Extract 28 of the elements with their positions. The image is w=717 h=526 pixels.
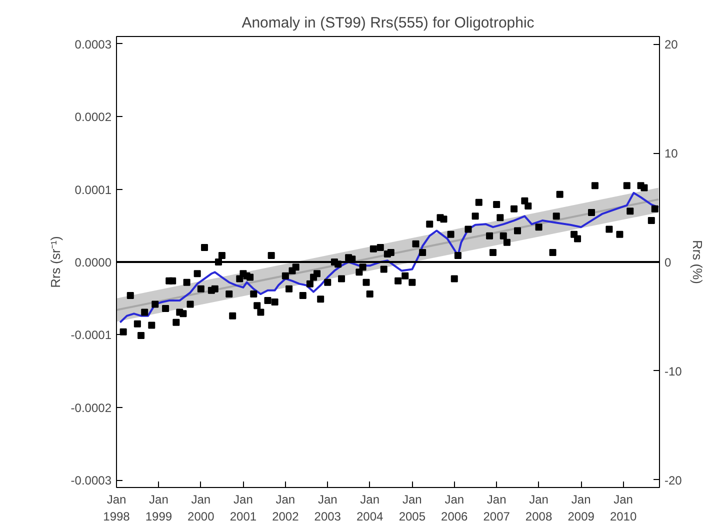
x-tick-label: Jan 2006 [441,492,468,524]
y-axis-title: Rrs (sr⁻¹) [48,236,63,288]
x-tick-label: Jan 2000 [188,492,215,524]
y-tick-label: 0.0003 [74,37,112,52]
y-tick-label: -0.0002 [70,400,112,415]
y2-tick-label: 0 [664,256,672,270]
y2-tick-label: -20 [664,473,682,488]
x-tick-label: Jan 2001 [230,492,257,524]
y-tick-label: 0.0002 [74,110,112,124]
chart-title: Anomaly in (ST99) Rrs(555) for Oligotrophic [242,14,535,32]
y-tick-label: 0.0000 [74,256,112,270]
y2-tick-label: 10 [664,146,678,161]
x-tick-label: Jan 2004 [356,492,384,524]
x-tick-label: Jan 2010 [610,492,637,524]
y-tick-label: -0.0003 [70,474,112,488]
y2-tick-label: -10 [664,364,682,378]
x-tick-label: Jan 1998 [103,492,130,524]
x-tick-label: Jan 2009 [568,492,595,524]
x-tick-label: Jan 1999 [145,492,172,524]
x-tick-label: Jan 2003 [314,492,342,524]
x-tick-label: Jan 2002 [272,492,300,524]
y2-tick-label: 20 [664,38,678,52]
x-tick-label: Jan 2008 [525,492,552,524]
y-tick-label: -0.0001 [70,328,112,342]
y2-axis-title: Rrs (%) [690,240,705,284]
x-tick-label: Jan 2005 [398,492,426,524]
x-tick-label: Jan 2007 [483,492,510,524]
y-tick-label: 0.0001 [74,182,112,197]
